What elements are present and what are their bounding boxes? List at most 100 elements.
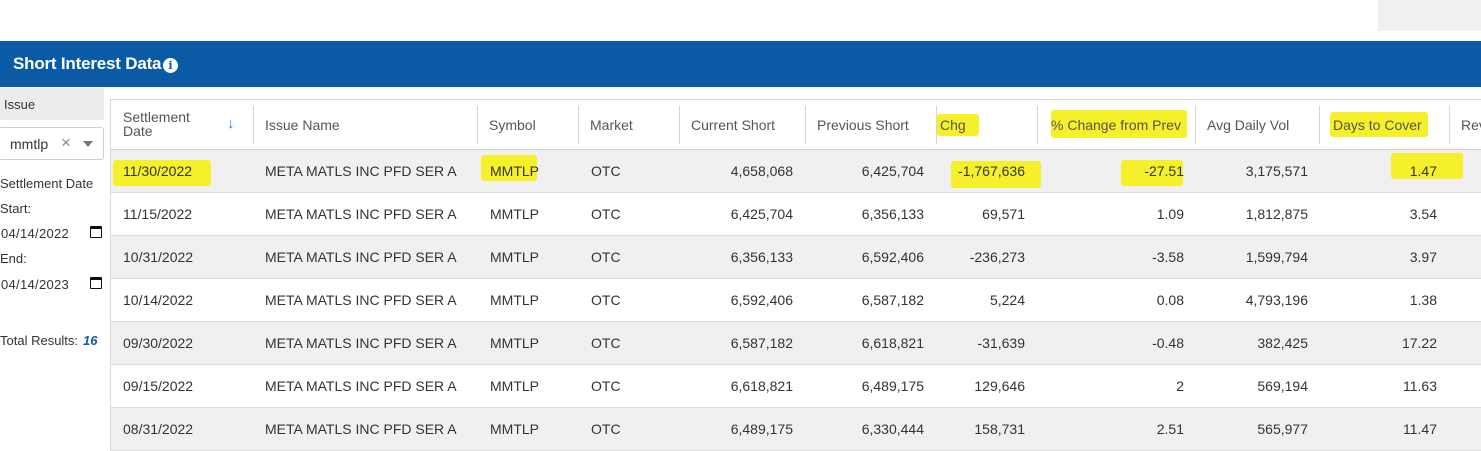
column-header-label: Chg xyxy=(940,117,966,133)
end-date-input[interactable]: 04/14/2023 xyxy=(0,273,104,295)
cell-issue-name: META MATLS INC PFD SER A xyxy=(265,335,457,351)
cell-settlement-date: 11/15/2022 xyxy=(123,206,193,222)
total-results-label: Total Results: xyxy=(0,333,79,348)
cell-market: OTC xyxy=(591,206,621,222)
column-header-current-short[interactable]: Current Short xyxy=(679,100,805,150)
cell-symbol: MMTLP xyxy=(490,249,539,265)
column-divider xyxy=(1319,106,1320,144)
calendar-icon[interactable] xyxy=(90,277,102,289)
issue-filter-tab[interactable]: Issue xyxy=(0,88,104,120)
column-header-days-to-cover[interactable]: Days to Cover xyxy=(1319,100,1449,150)
cell-avg-daily-vol: 4,793,196 xyxy=(1245,292,1308,308)
column-header-symbol[interactable]: Symbol xyxy=(477,100,578,150)
cell-previous-short: 6,425,704 xyxy=(861,163,924,179)
column-header-label: Symbol xyxy=(489,117,536,133)
cell-days-to-cover: 1.38 xyxy=(1409,292,1437,308)
table-row[interactable]: 09/15/2022 META MATLS INC PFD SER A MMTLP O… xyxy=(111,365,1481,408)
cell-previous-short: 6,489,175 xyxy=(861,378,924,394)
cell-pct-change: 2 xyxy=(1176,378,1184,394)
section-header: Short Interest Data xyxy=(0,41,1481,87)
sort-down-icon[interactable]: ↓ xyxy=(227,115,235,132)
cell-symbol: MMTLP xyxy=(490,163,539,179)
cell-chg: -31,639 xyxy=(977,335,1025,351)
cell-settlement-date: 10/31/2022 xyxy=(123,249,194,265)
cell-previous-short: 6,356,133 xyxy=(861,206,924,222)
column-divider xyxy=(936,106,937,144)
cell-issue-name: META MATLS INC PFD SER A xyxy=(265,292,457,308)
column-divider xyxy=(578,106,579,144)
cell-current-short: 6,489,175 xyxy=(730,421,793,437)
cell-avg-daily-vol: 565,977 xyxy=(1257,421,1308,437)
column-header-issue-name[interactable]: Issue Name xyxy=(253,100,477,150)
section-title: Short Interest Data xyxy=(13,54,162,73)
cell-current-short: 6,592,406 xyxy=(730,292,793,308)
info-icon[interactable]: i xyxy=(163,58,178,73)
cell-previous-short: 6,592,406 xyxy=(861,249,924,265)
column-divider xyxy=(805,106,806,144)
start-date-input[interactable]: 04/14/2022 xyxy=(0,222,104,244)
cell-pct-change: 0.08 xyxy=(1156,292,1184,308)
cell-days-to-cover: 11.47 xyxy=(1403,421,1437,437)
cell-pct-change: 2.51 xyxy=(1156,421,1184,437)
cell-current-short: 6,356,133 xyxy=(730,249,793,265)
cell-days-to-cover: 1.47 xyxy=(1409,163,1437,179)
cell-symbol: MMTLP xyxy=(490,421,539,437)
column-header-label: Settlement Date xyxy=(123,109,190,139)
cell-current-short: 6,618,821 xyxy=(730,378,793,394)
highlight-mark xyxy=(1391,153,1463,179)
cell-chg: -236,273 xyxy=(969,249,1025,265)
cell-market: OTC xyxy=(591,378,621,394)
column-header-settlement-date[interactable]: Settlement Date ↓ xyxy=(111,100,253,150)
table-row[interactable]: 11/15/2022 META MATLS INC PFD SER A MMTLP O… xyxy=(111,193,1481,236)
total-results-count: 16 xyxy=(83,333,98,348)
cell-settlement-date: 09/30/2022 xyxy=(123,335,194,351)
highlight-mark xyxy=(481,155,537,181)
cell-market: OTC xyxy=(591,292,621,308)
issue-select-value: mmtlp xyxy=(10,136,49,152)
end-date-value: 04/14/2023 xyxy=(1,277,70,292)
column-header-label: % Change from Prev xyxy=(1051,117,1181,133)
column-header-market[interactable]: Market xyxy=(578,100,679,150)
cell-settlement-date: 11/30/2022 xyxy=(123,163,193,179)
cell-current-short: 6,587,182 xyxy=(730,335,793,351)
cell-settlement-date: 08/31/2022 xyxy=(123,421,194,437)
cell-days-to-cover: 11.63 xyxy=(1403,378,1437,394)
cell-issue-name: META MATLS INC PFD SER A xyxy=(265,378,457,394)
column-divider xyxy=(1195,106,1196,144)
cell-settlement-date: 09/15/2022 xyxy=(123,378,194,394)
cell-pct-change: -27.51 xyxy=(1144,163,1184,179)
clear-icon[interactable]: × xyxy=(61,133,71,152)
column-header-avg-daily-vol[interactable]: Avg Daily Vol xyxy=(1195,100,1319,150)
table-row[interactable]: 10/31/2022 META MATLS INC PFD SER A MMTLP O… xyxy=(111,236,1481,279)
cell-pct-change: -0.48 xyxy=(1152,335,1184,351)
column-divider xyxy=(1037,106,1038,144)
calendar-icon[interactable] xyxy=(90,226,102,238)
issue-select[interactable]: mmtlp × xyxy=(0,127,104,160)
settlement-date-label: Settlement Date xyxy=(0,176,94,191)
column-header-label: Market xyxy=(590,117,633,133)
cell-chg: 158,731 xyxy=(974,421,1025,437)
column-header-label: Rev xyxy=(1461,117,1481,133)
table-row[interactable]: 11/30/2022 META MATLS INC PFD SER A MMTLP O… xyxy=(111,150,1481,193)
cell-symbol: MMTLP xyxy=(490,292,539,308)
cell-symbol: MMTLP xyxy=(490,335,539,351)
highlight-mark xyxy=(1051,110,1187,138)
column-header-label: Issue Name xyxy=(265,117,340,133)
cell-issue-name: META MATLS INC PFD SER A xyxy=(265,163,457,179)
table-row[interactable]: 08/31/2022 META MATLS INC PFD SER A MMTLP O… xyxy=(111,408,1481,451)
cell-issue-name: META MATLS INC PFD SER A xyxy=(265,206,457,222)
chevron-down-icon[interactable] xyxy=(83,141,93,147)
column-header-pct-change[interactable]: % Change from Prev xyxy=(1037,100,1195,150)
column-divider xyxy=(1449,106,1450,144)
highlight-mark xyxy=(1121,160,1183,186)
column-header-chg[interactable]: Chg xyxy=(936,100,1037,150)
column-header-previous-short[interactable]: Previous Short xyxy=(805,100,936,150)
table-row[interactable]: 10/14/2022 META MATLS INC PFD SER A MMTLP O… xyxy=(111,279,1481,322)
start-date-value: 04/14/2022 xyxy=(1,226,70,241)
column-header-label: Current Short xyxy=(691,117,776,133)
highlight-mark xyxy=(951,161,1041,188)
cell-market: OTC xyxy=(591,249,621,265)
table-row[interactable]: 09/30/2022 META MATLS INC PFD SER A MMTLP O… xyxy=(111,322,1481,365)
cell-previous-short: 6,618,821 xyxy=(861,335,924,351)
column-header-rev[interactable]: Rev xyxy=(1449,100,1481,150)
